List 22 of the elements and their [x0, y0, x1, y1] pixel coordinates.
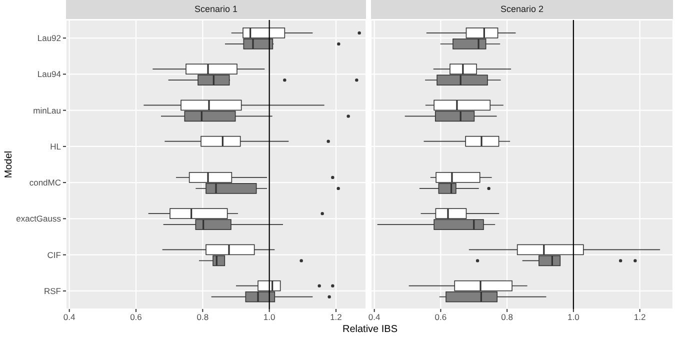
y-tick-label: Lau92	[37, 33, 62, 44]
x-tick-label: 0.4	[368, 312, 380, 322]
x-tick-label: 1.2	[634, 312, 646, 322]
y-tick-label: exactGauss	[16, 214, 61, 224]
y-tick-label: Lau94	[37, 69, 62, 80]
chart-title: Scenario 2	[371, 0, 673, 19]
x-tick-label: 0.6	[130, 312, 142, 322]
y-tick-label: RSF	[44, 286, 61, 296]
x-axis-title: Relative IBS	[341, 324, 399, 335]
y-axis-title: Model	[4, 150, 15, 178]
y-tick-label: condMC	[29, 178, 61, 188]
x-tick-label: 1.0	[568, 312, 580, 322]
x-tick-label: 0.8	[501, 312, 514, 322]
x-tick-label: 1.0	[263, 312, 276, 322]
x-tick-label: 0.4	[63, 312, 76, 322]
x-tick-label: 1.2	[330, 312, 342, 322]
chart-title: Scenario 1	[66, 0, 366, 19]
x-tick-label: 0.8	[196, 312, 209, 322]
y-tick-label: HL	[50, 141, 62, 152]
y-tick-label: CIF	[47, 250, 61, 260]
x-tick-label: 0.6	[434, 312, 447, 322]
y-tick-label: minLau	[33, 105, 62, 116]
